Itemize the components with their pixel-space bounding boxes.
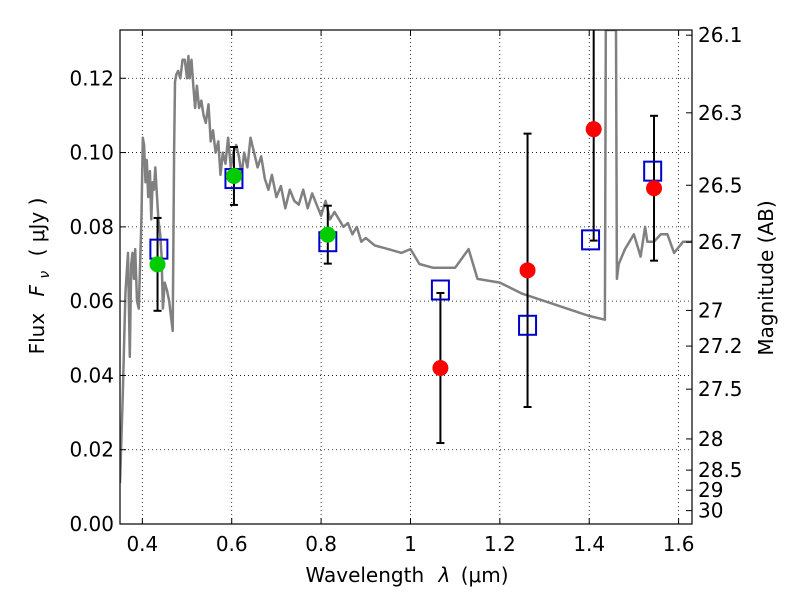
observed-point (585, 121, 602, 138)
observed-points (149, 121, 663, 376)
model-box (518, 314, 538, 336)
y-axis-title-subscript: ν (37, 271, 53, 279)
model-box (430, 279, 450, 301)
mag-tick-label: 26.1 (698, 23, 743, 47)
y-tick-label: 0.08 (69, 215, 114, 239)
mag-tick-label: 27.2 (698, 334, 743, 358)
x-axis-title-text: Wavelength (305, 563, 424, 587)
model-boxes (149, 160, 663, 336)
y-axis-title-symbol: F (25, 284, 49, 296)
y-axis-title: Flux F ν ( μJy ) (25, 198, 54, 355)
observed-point (319, 226, 336, 243)
y-tick-label: 0.00 (69, 512, 114, 536)
y2-axis-title: Magnitude (AB) (754, 200, 778, 355)
observed-point (225, 167, 242, 184)
y-tick-label: 0.12 (69, 66, 114, 90)
x-axis-title-unit: (μm) (461, 563, 509, 587)
mag-tick-label: 27.5 (698, 377, 743, 401)
x-axis-title: Wavelength λ (μm) (305, 563, 508, 587)
x-axis-title-symbol: λ (438, 563, 451, 587)
observed-point (519, 262, 536, 279)
y-tick-label: 0.04 (69, 363, 114, 387)
mag-tick-label: 29 (698, 478, 723, 502)
model-box (643, 160, 663, 182)
y-axis-title-unit: ( μJy ) (25, 198, 49, 257)
y-tick-label: 0.10 (69, 141, 114, 165)
mag-tick-label: 26.5 (698, 173, 743, 197)
x-tick-label: 1 (404, 532, 417, 556)
template-layer (120, 30, 692, 484)
model-box (149, 238, 169, 260)
x-tick-label: 1.2 (484, 532, 516, 556)
y-tick-label: 0.06 (69, 289, 114, 313)
y-axis-title-text: Flux (25, 313, 49, 355)
x-tick-label: 0.6 (216, 532, 248, 556)
x-tick-label: 0.8 (305, 532, 337, 556)
axis-ticks: 0.4 0.6 0.8 1 1.2 1.4 1.6 0.00 0.02 0.04 0.06 0.08 0… (69, 23, 742, 556)
observed-point (646, 180, 663, 197)
x-tick-label: 1.4 (573, 532, 605, 556)
template-sed-line (120, 30, 692, 484)
observed-point (432, 360, 449, 376)
mag-tick-label: 26.3 (698, 101, 743, 125)
observed-point (149, 256, 166, 273)
plot-frame (119, 29, 693, 525)
mag-tick-label: 28 (698, 427, 723, 451)
mag-tick-label: 30 (698, 499, 723, 523)
x-tick-label: 1.6 (663, 532, 695, 556)
model-box (581, 229, 601, 251)
mag-tick-label: 28.5 (698, 458, 743, 482)
mag-tick-label: 27 (698, 298, 723, 322)
mag-tick-label: 26.7 (698, 230, 743, 254)
x-tick-label: 0.4 (126, 532, 158, 556)
y-tick-label: 0.02 (69, 438, 114, 462)
